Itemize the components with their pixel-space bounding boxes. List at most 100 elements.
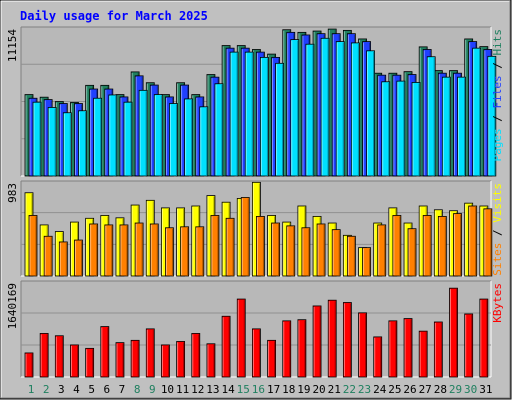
bar-kbytes-day-17	[267, 339, 276, 378]
bar-pages-day-15	[244, 51, 254, 177]
bar-sites-day-30	[468, 205, 478, 277]
x-tick-label: 8	[134, 383, 141, 396]
x-tick-label: 4	[73, 383, 80, 396]
legend-middle: Sites / Visits	[491, 183, 504, 276]
x-tick-label: 9	[149, 383, 156, 396]
bar-pages-day-22	[350, 42, 360, 177]
bar-sites-day-22	[346, 235, 356, 277]
bar-kbytes-day-14	[221, 315, 231, 378]
bar-kbytes-day-30	[464, 313, 474, 378]
bar-sites-day-18	[286, 225, 296, 277]
x-tick-label: 27	[419, 383, 432, 396]
bar-kbytes-day-12	[191, 333, 201, 378]
bar-sites-day-3	[58, 241, 68, 277]
legend-entry: Sites	[491, 243, 504, 276]
legend-entry: Hits	[491, 29, 504, 56]
bar-kbytes-day-27	[418, 330, 428, 378]
bar-kbytes-day-18	[282, 320, 292, 378]
x-tick-label: 30	[464, 383, 477, 396]
legend-entry: KBytes	[491, 283, 504, 323]
bar-sites-day-16	[256, 215, 265, 277]
bar-pages-day-24	[381, 81, 391, 177]
bar-pages-day-19	[305, 43, 315, 177]
bar-sites-day-2	[43, 235, 53, 277]
bar-kbytes-day-31	[479, 298, 489, 378]
bar-pages-day-3	[62, 112, 72, 177]
series-pages	[32, 37, 497, 177]
legend-bottom: KBytes	[491, 283, 504, 323]
legend-entry: Pages	[491, 128, 504, 161]
max-label-top: 11154	[6, 29, 19, 62]
bar-sites-day-29	[453, 213, 462, 277]
x-tick-label: 11	[176, 383, 189, 396]
x-tick-label: 31	[479, 383, 492, 396]
bar-sites-day-10	[165, 227, 174, 277]
bar-pages-day-29	[457, 76, 466, 177]
bar-pages-day-11	[184, 98, 194, 177]
bar-pages-day-5	[93, 97, 103, 177]
bar-pages-day-6	[108, 94, 118, 177]
bar-kbytes-day-13	[206, 343, 216, 378]
bar-sites-day-20	[316, 223, 326, 277]
bar-kbytes-day-4	[70, 344, 79, 378]
x-tick-label: 24	[373, 383, 387, 396]
x-tick-label: 3	[58, 383, 65, 396]
bar-pages-day-9	[153, 94, 163, 177]
bar-sites-day-1	[28, 215, 38, 277]
bar-kbytes-day-24	[373, 336, 383, 378]
bar-kbytes-day-11	[176, 341, 186, 378]
bar-kbytes-day-29	[449, 287, 458, 378]
x-tick-label: 25	[388, 383, 401, 396]
x-tick-label: 22	[343, 383, 356, 396]
bar-kbytes-day-16	[252, 328, 261, 378]
bar-kbytes-day-28	[433, 321, 443, 378]
bar-sites-day-28	[437, 215, 447, 277]
bar-kbytes-day-5	[85, 347, 95, 378]
bar-pages-day-28	[441, 76, 451, 177]
x-tick-label: 13	[206, 383, 219, 396]
bar-pages-day-23	[366, 50, 375, 177]
bar-kbytes-day-21	[327, 299, 337, 378]
bar-sites-day-25	[392, 215, 402, 277]
bar-pages-day-21	[335, 41, 345, 177]
x-axis-labels: 1 2 3 4 5 6 7 8 9 10 11 12 13 14 15 16 17 18 19 20 21 22 23 24 2…	[28, 383, 493, 396]
x-tick-label: 21	[328, 383, 341, 396]
bar-kbytes-day-26	[403, 318, 413, 378]
series-sites	[28, 197, 493, 277]
bar-kbytes-day-15	[236, 298, 246, 378]
x-tick-label: 18	[282, 383, 295, 396]
bar-kbytes-day-6	[100, 326, 110, 378]
legend-entry: Files	[491, 75, 504, 108]
bar-pages-day-10	[169, 103, 178, 177]
panel-bottom: 1640169 KBytes	[6, 280, 504, 378]
max-label-bottom: 1640169	[6, 283, 19, 329]
x-tick-label: 2	[43, 383, 50, 396]
bar-pages-day-4	[78, 110, 87, 177]
bar-kbytes-day-2	[39, 333, 49, 378]
x-tick-label: 14	[221, 383, 235, 396]
bar-sites-day-12	[195, 226, 205, 277]
bar-pages-day-31	[487, 55, 497, 177]
bar-pages-day-20	[320, 37, 330, 177]
bar-sites-day-5	[89, 223, 99, 277]
legend-top: Pages / Files / Hits	[491, 29, 504, 162]
bar-kbytes-day-3	[54, 335, 64, 378]
bar-pages-day-16	[260, 56, 269, 177]
bar-pages-day-26	[411, 82, 421, 177]
bar-sites-day-14	[225, 217, 235, 277]
bar-pages-day-12	[199, 106, 209, 177]
x-tick-label: 28	[434, 383, 447, 396]
x-tick-label: 6	[103, 383, 110, 396]
panel-top: 11154 Pages / Files / Hits	[6, 26, 504, 177]
bar-kbytes-day-19	[297, 319, 307, 378]
x-tick-label: 10	[161, 383, 174, 396]
bar-kbytes-day-22	[342, 302, 352, 378]
x-tick-label: 1	[28, 383, 35, 396]
x-tick-label: 16	[252, 383, 265, 396]
bar-sites-day-11	[180, 226, 190, 277]
bar-pages-day-13	[214, 83, 224, 177]
bar-pages-day-7	[123, 101, 133, 177]
bars-middle	[24, 181, 493, 277]
